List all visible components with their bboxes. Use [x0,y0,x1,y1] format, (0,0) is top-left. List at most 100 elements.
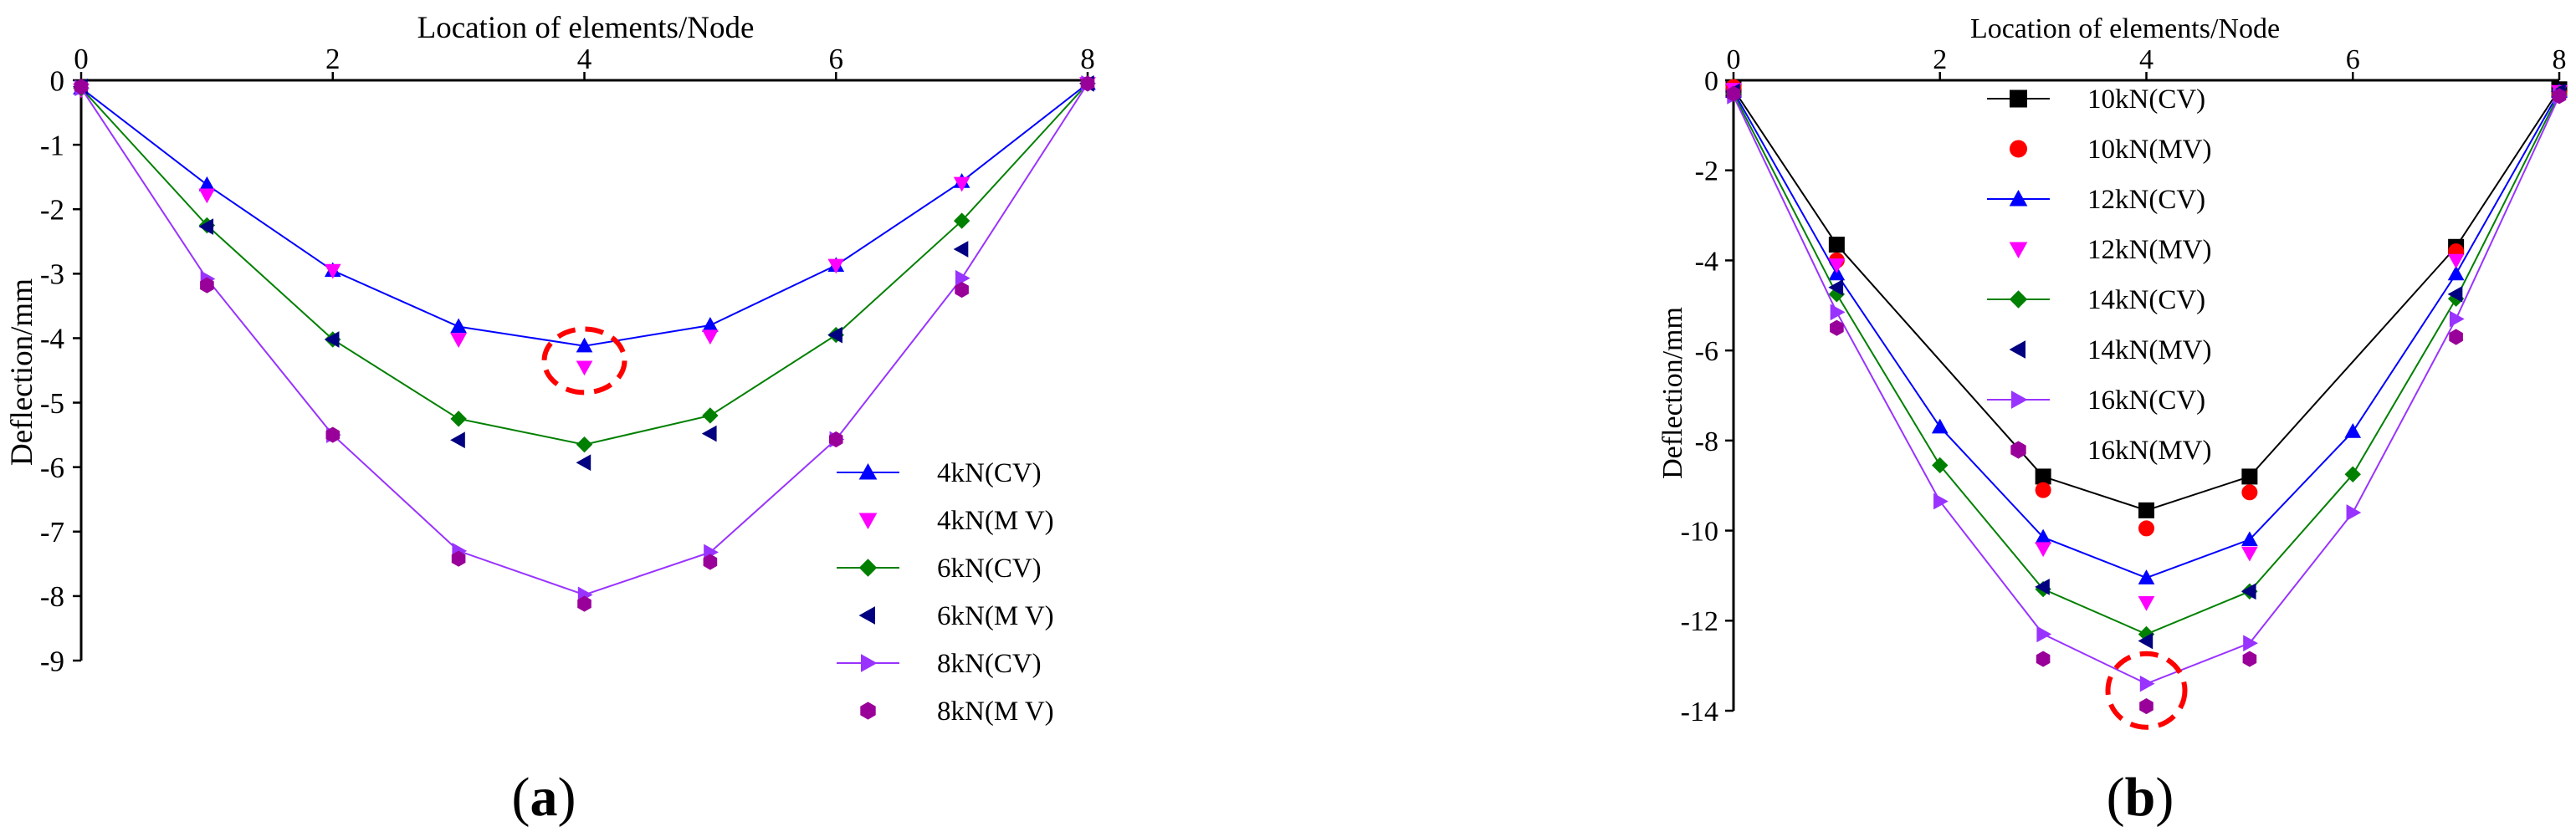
panel-b-legend-item: 12kN(MV) [2009,235,2211,265]
panel-b-data-point [2036,651,2051,667]
panel-a-x-tick-label: 4 [577,43,592,75]
panel-b-legend-marker [2009,242,2028,259]
panel-a-panel-label: (a) [512,767,576,828]
panel-b-y-tick-label: -6 [1695,336,1718,367]
panel-b-legend-label: 16kN(CV) [2087,385,2205,416]
panel-b-legend-label: 14kN(CV) [2087,285,2205,315]
panel-b-legend-label: 12kN(MV) [2087,235,2211,265]
panel-a-chart: 0 2 4 6 8 0 -1 -2 -3 -4 -5 -6 -7 -8 -9 Location of elem… [5,11,1097,828]
panel-a-data-point [702,407,719,424]
panel-b-legend: 10kN(CV) 10kN(MV) 12kN(CV) 12kN(MV) 14kN(CV)… [1987,84,2211,466]
panel-a-data-point [324,331,340,348]
panel-a-data-point [576,337,593,353]
panel-b-y-tick-label: -12 [1681,606,1718,637]
panel-b-x-tick-label: 4 [2139,44,2153,75]
panel-b-data-point [1931,418,1949,434]
panel-a-data-point [451,550,466,567]
panel-b-data-point [1830,304,1846,321]
panel-b-data-point [2138,632,2153,650]
panel-b-legend-item: 14kN(MV) [2009,335,2211,365]
panel-b-legend-marker [2010,441,2026,459]
panel-b-data-point [2447,253,2465,269]
panel-a-y-tick-label: 0 [50,64,65,97]
panel-b-data-point [2139,698,2153,715]
panel-a-x-tick-label: 8 [1080,43,1095,75]
panel-a-data-point [701,425,717,442]
panel-b-data-point [2035,579,2050,595]
panel-b-x-tick-label: 2 [1933,44,1947,75]
panel-a-legend: 4kN(CV) 4kN(M V) 6kN(CV) 6kN(M V) 8kN(CV) 8kN… [837,458,1054,727]
panel-b-panel-label-close: ) [2155,767,2174,828]
panel-b-data-point [2138,502,2154,518]
panel-b-panel-label-open: ( [2107,767,2125,828]
panel-b-data-point [2139,675,2155,692]
panel-b-data-point [2449,329,2463,345]
panel-b-legend-item: 10kN(CV) [1987,84,2205,115]
panel-a-y-tick-label: -2 [40,193,64,226]
panel-b-series-14kN(MV) [1724,83,2566,650]
panel-b-data-point [1830,319,1844,336]
panel-b-data-point [2447,285,2463,303]
panel-a-y-axis-label: Deflection/mm [5,278,39,466]
panel-a-series-line [80,83,1088,446]
panel-b-data-point [2241,468,2258,485]
panel-b-legend-marker [2010,140,2027,158]
panel-a-data-point [702,329,719,345]
panel-a-legend-marker [858,606,875,625]
panel-a-data-point [703,554,718,570]
panel-a-legend-item: 4kN(CV) [837,458,1042,488]
panel-a-y-tick-label: -3 [40,258,64,291]
panel-b-highlight-circle [2105,651,2188,730]
panel-a-data-point [74,79,89,95]
panel-a-data-point [953,212,970,229]
panel-a-series-4kN(CV) [73,74,1096,353]
panel-a-data-point [450,333,467,349]
panel-b-legend-label: 10kN(MV) [2087,135,2211,165]
panel-a-series-6kN(M V) [72,75,1094,472]
panel-a-series-4kN(M V) [73,77,1096,376]
panel-b-legend-item: 16kN(MV) [2010,436,2211,466]
panel-b-data-point [1828,237,1845,253]
panel-a-data-point [200,277,214,293]
panel-a-data-point [576,454,592,472]
panel-a-data-point [198,188,216,204]
panel-a-y-tick-label: -5 [40,387,64,420]
panel-b-y-tick-label: -2 [1695,156,1718,187]
panel-a-legend-item: 6kN(CV) [837,554,1042,584]
panel-b-data-point [1726,85,1741,102]
panel-a-legend-marker [861,654,878,672]
panel-b-legend-marker [2011,390,2028,409]
panel-a-highlight-circle [541,326,627,396]
panel-a-legend-label: 8kN(M V) [937,697,1054,727]
panel-a-x-axis-label: Location of elements/Node [417,11,755,45]
panel-a-data-point [577,595,592,612]
panel-a-legend-label: 4kN(M V) [937,506,1054,536]
panel-b-legend-item: 14kN(CV) [1987,285,2205,315]
panel-a-panel-label-letter: a [530,767,558,828]
panel-b-series-16kN(MV) [1726,85,2567,715]
panel-a-data-point [325,426,340,443]
panel-a-legend-item: 4kN(M V) [858,506,1054,536]
panel-b-legend-label: 16kN(MV) [2087,436,2211,466]
panel-b-data-point [2035,542,2051,558]
panel-a-y-tick-label: -1 [40,129,64,161]
panel-b-legend-label: 10kN(CV) [2087,84,2205,115]
panel-a-legend-marker [858,559,878,577]
panel-a-data-point [827,326,842,344]
panel-a-data-point [324,263,341,279]
panel-a-data-point [953,241,969,258]
panel-a-legend-label: 6kN(CV) [937,554,1042,584]
panel-a-legend-marker [860,702,876,720]
panel-b-data-point [2035,482,2051,498]
panel-a-data-point [953,176,970,192]
panel-b-data-point [2241,531,2258,547]
panel-b-y-tick-label: -4 [1695,246,1718,277]
panel-a-y-tick-label: -8 [40,580,64,613]
panel-b-data-point [2241,583,2256,600]
panel-b-panel-label: (b) [2107,767,2174,828]
panel-a-data-point [450,318,467,334]
panel-b-data-point [2138,596,2155,611]
panel-a-y-tick-label: -7 [40,516,64,549]
